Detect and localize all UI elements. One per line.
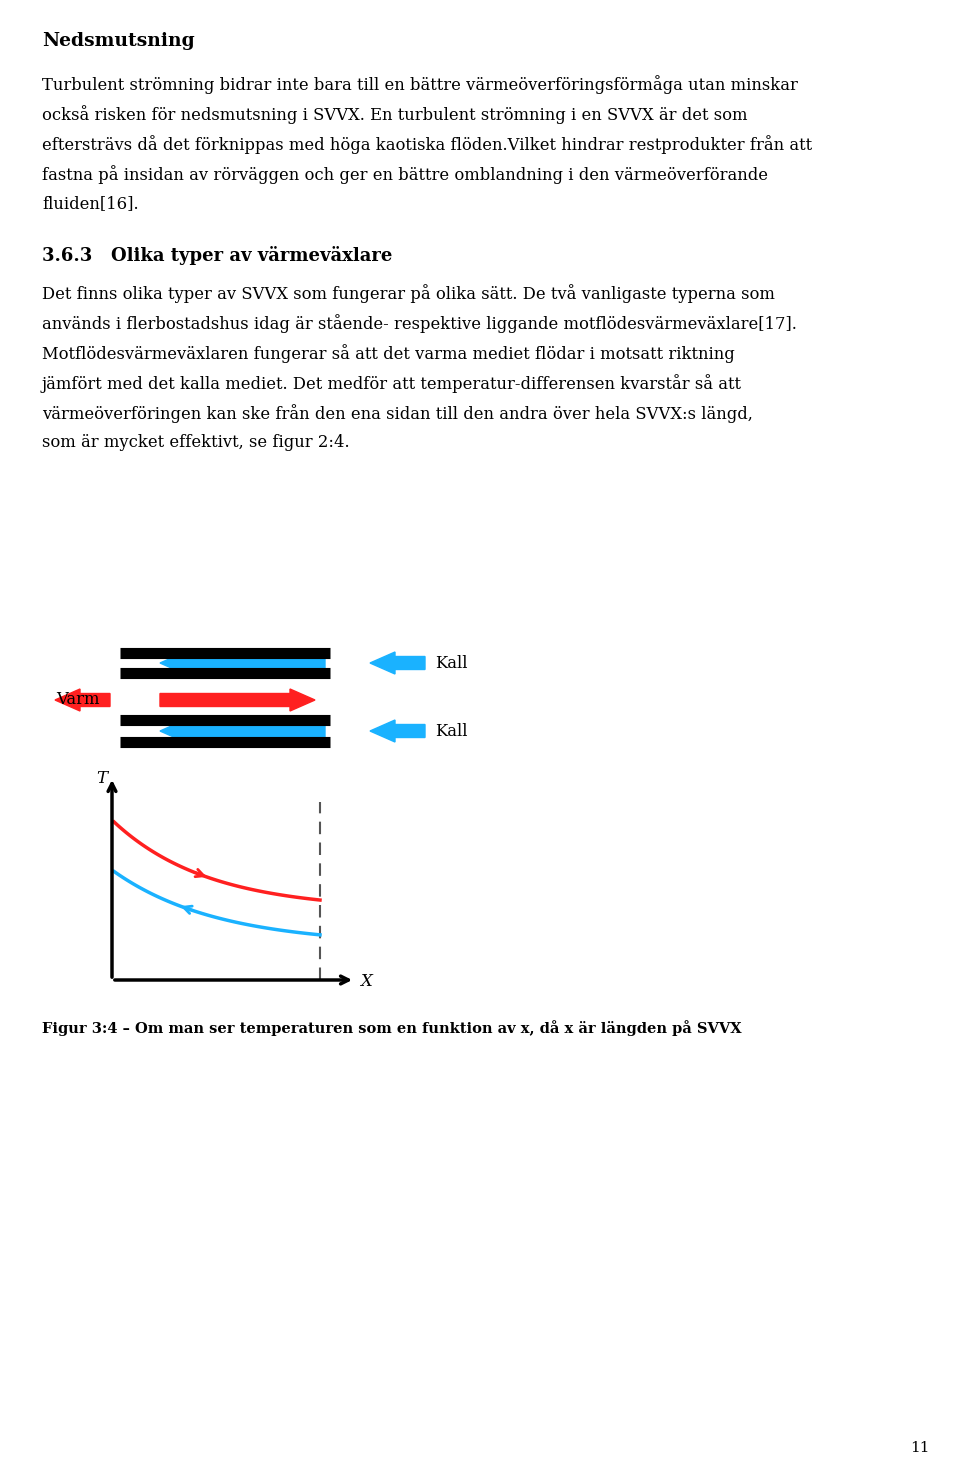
Text: Turbulent strömning bidrar inte bara till en bättre värmeöverföringsförmåga utan: Turbulent strömning bidrar inte bara til… <box>42 75 798 94</box>
Text: X: X <box>360 974 372 990</box>
Text: Motflödesvärmeväxlaren fungerar så att det varma mediet flödar i motsatt riktnin: Motflödesvärmeväxlaren fungerar så att d… <box>42 344 734 363</box>
Text: 11: 11 <box>910 1441 930 1455</box>
Text: fluiden[16].: fluiden[16]. <box>42 195 138 213</box>
Text: Nedsmutsning: Nedsmutsning <box>42 32 195 50</box>
FancyArrow shape <box>160 720 325 742</box>
Text: används i flerbostadshus idag är stående- respektive liggande motflödesvärmeväxl: används i flerbostadshus idag är stående… <box>42 314 797 334</box>
FancyArrow shape <box>160 689 315 711</box>
Text: värmeöverföringen kan ske från den ena sidan till den andra över hela SVVX:s län: värmeöverföringen kan ske från den ena s… <box>42 404 753 424</box>
Text: 3.6.3   Olika typer av värmeväxlare: 3.6.3 Olika typer av värmeväxlare <box>42 246 393 266</box>
Text: Kall: Kall <box>435 654 468 672</box>
Text: T: T <box>96 770 108 787</box>
Text: Kall: Kall <box>435 722 468 739</box>
FancyArrow shape <box>55 689 110 711</box>
Text: fastna på insidan av rörväggen och ger en bättre omblandning i den värmeöverföra: fastna på insidan av rörväggen och ger e… <box>42 165 768 184</box>
Text: som är mycket effektivt, se figur 2:4.: som är mycket effektivt, se figur 2:4. <box>42 434 349 452</box>
Text: jämfört med det kalla mediet. Det medför att temperatur-differensen kvarstår så : jämfört med det kalla mediet. Det medför… <box>42 373 742 393</box>
Text: eftersträvs då det förknippas med höga kaotiska flöden.Vilket hindrar restproduk: eftersträvs då det förknippas med höga k… <box>42 134 812 154</box>
Text: Varm: Varm <box>57 691 100 708</box>
FancyArrow shape <box>160 652 325 675</box>
Text: Figur 3:4 – Om man ser temperaturen som en funktion av x, då x är längden på SVV: Figur 3:4 – Om man ser temperaturen som … <box>42 1020 742 1036</box>
Text: Det finns olika typer av SVVX som fungerar på olika sätt. De två vanligaste type: Det finns olika typer av SVVX som funger… <box>42 283 775 303</box>
FancyArrow shape <box>370 652 425 675</box>
FancyArrow shape <box>370 720 425 742</box>
Text: också risken för nedsmutsning i SVVX. En turbulent strömning i en SVVX är det so: också risken för nedsmutsning i SVVX. En… <box>42 105 748 124</box>
